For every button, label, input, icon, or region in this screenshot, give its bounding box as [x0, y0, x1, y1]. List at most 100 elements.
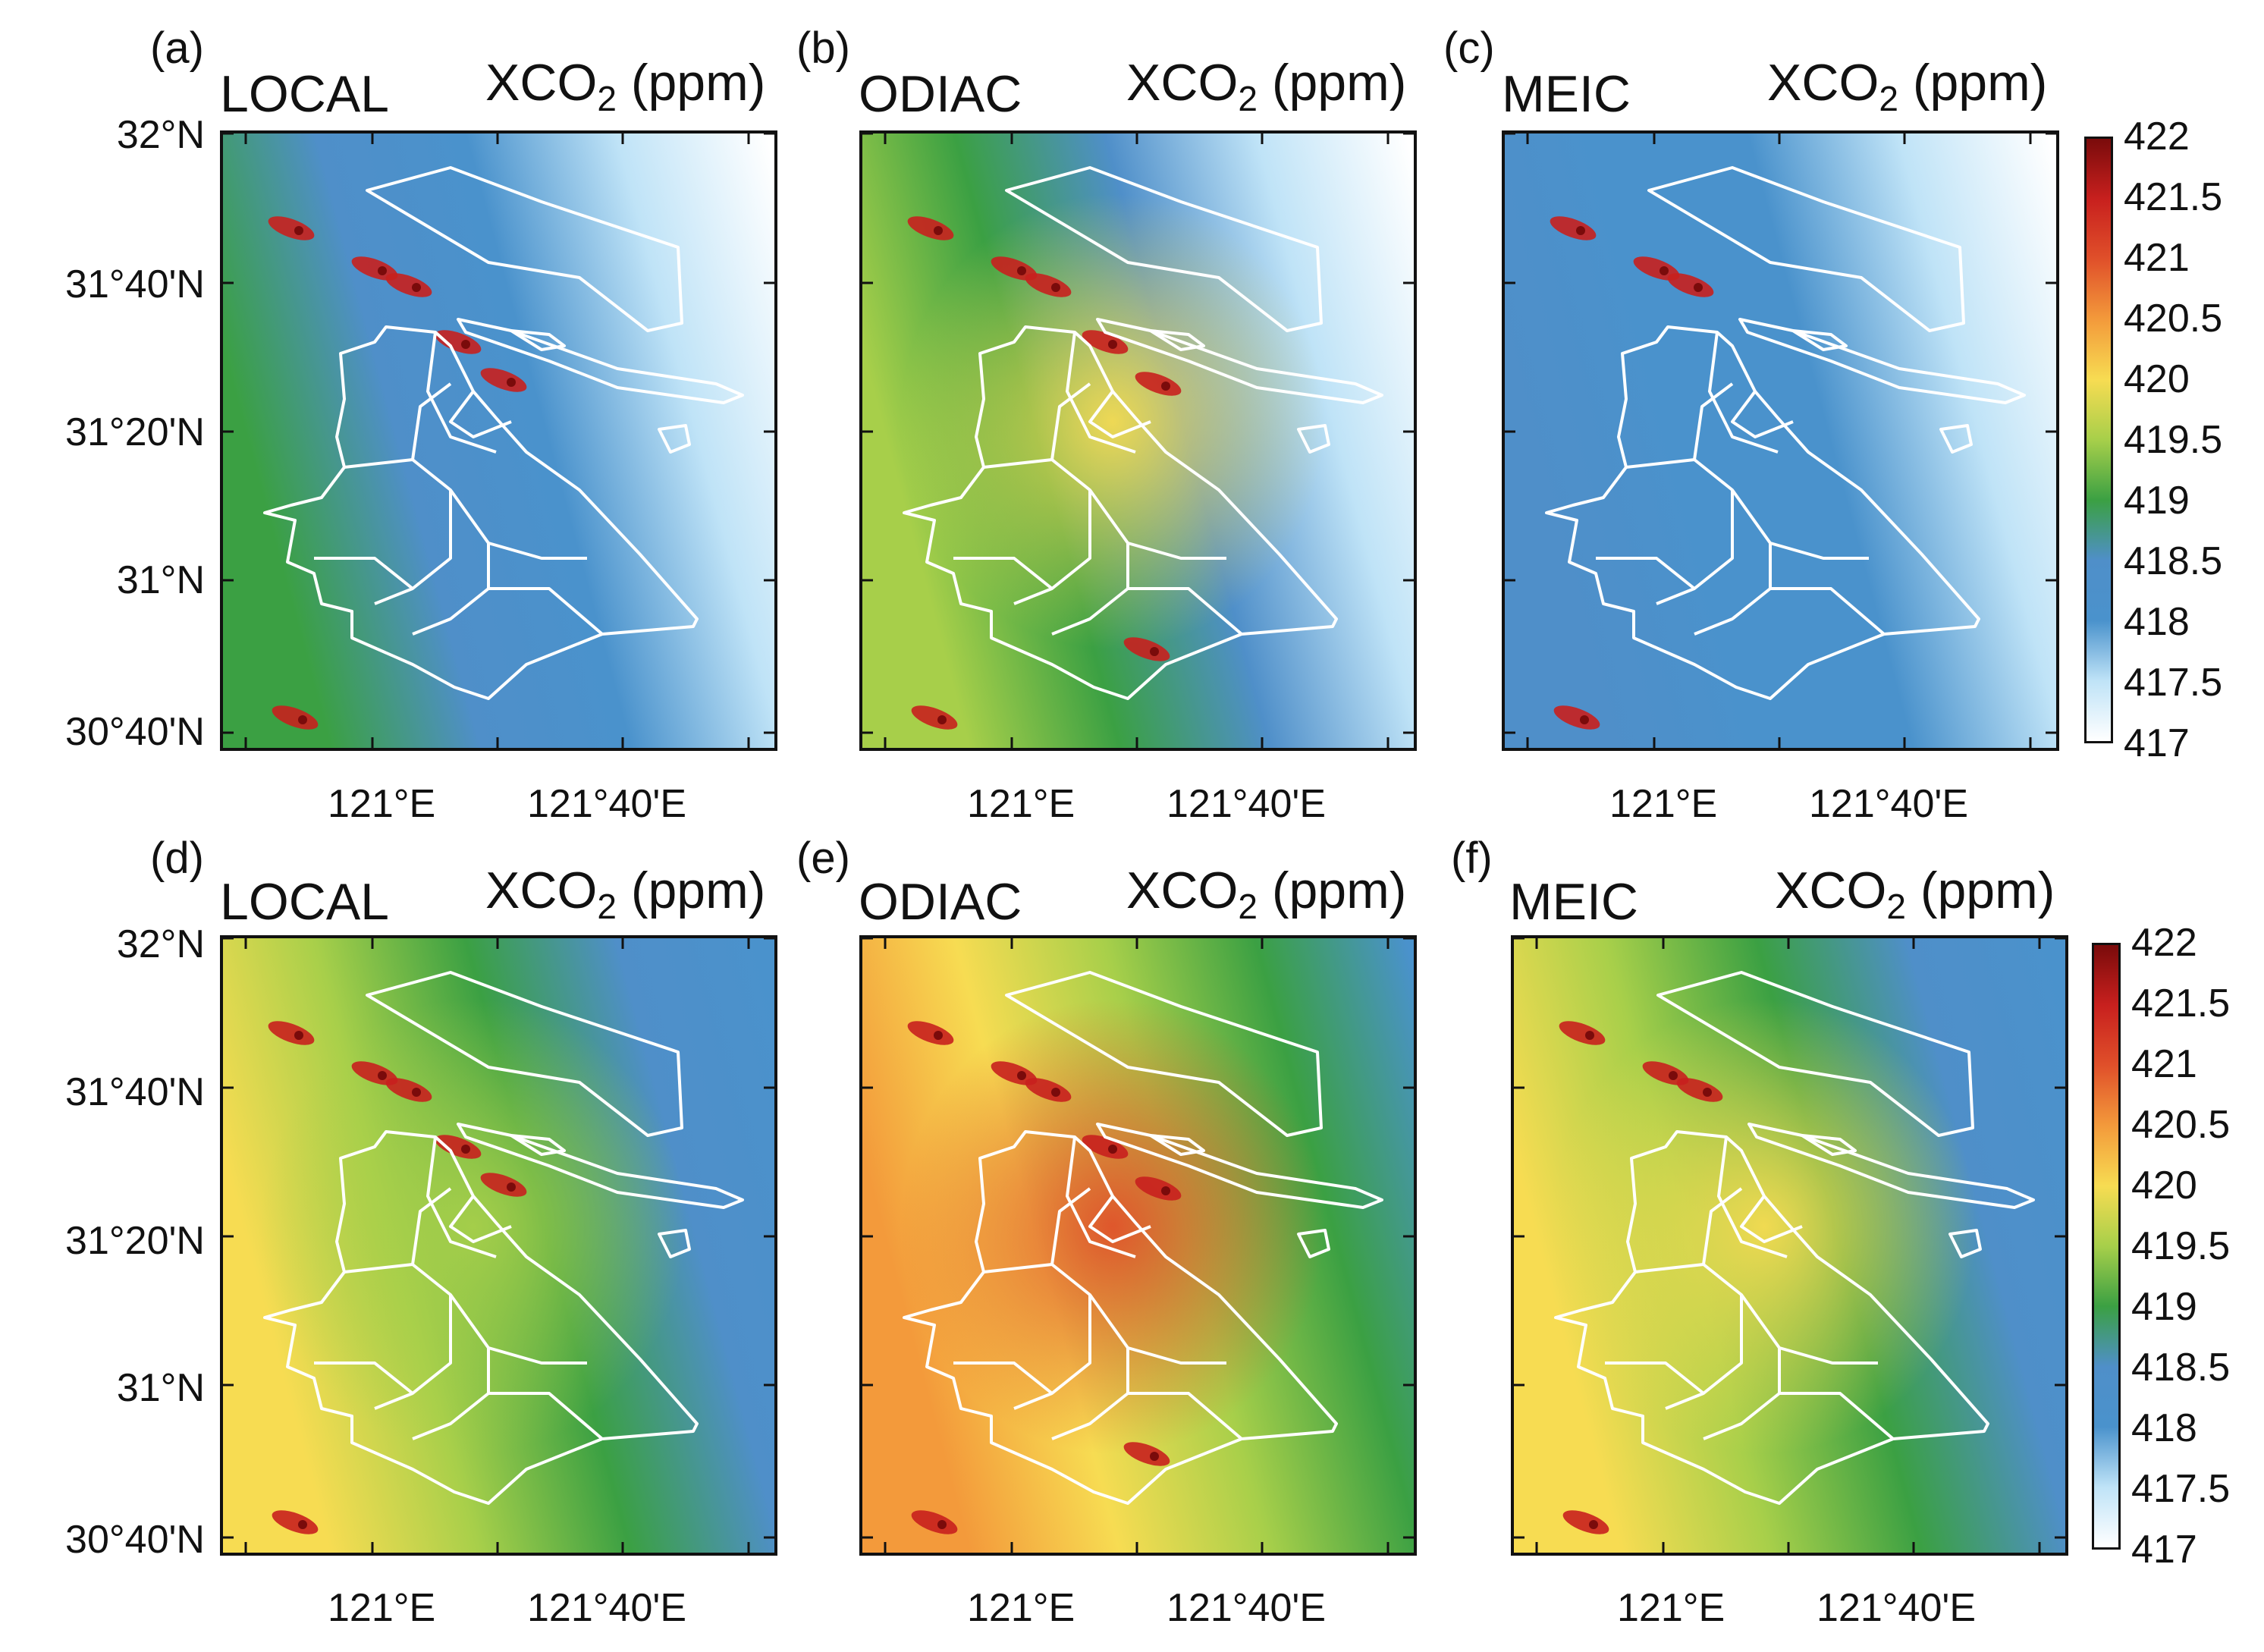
lon-label: 121°E	[1609, 782, 1718, 826]
emission-hotspot	[268, 216, 315, 240]
colorbar-tick-label: 419.5	[2131, 1224, 2231, 1268]
emission-hotspot-core	[1051, 283, 1060, 292]
emission-hotspot-core	[1017, 266, 1026, 275]
admin-boundary	[1050, 382, 1091, 460]
emission-hotspot-core	[507, 378, 516, 387]
admin-boundary	[983, 1263, 1226, 1365]
emission-hotspot	[907, 216, 954, 240]
emission-hotspot-core	[1669, 1071, 1678, 1080]
emission-hotspot	[1082, 1135, 1129, 1159]
panel-source: ODIAC	[859, 65, 1022, 123]
map-panel-f	[1511, 935, 2068, 1556]
admin-boundary	[658, 424, 691, 454]
xco2-field	[1505, 133, 2056, 748]
panel-source: ODIAC	[859, 873, 1022, 931]
emission-hotspot	[385, 273, 432, 297]
panel-label: (c)	[1443, 24, 1495, 73]
emission-hotspot	[272, 705, 319, 730]
lon-label: 121°E	[967, 1586, 1075, 1630]
emission-hotspot-core	[1161, 1186, 1170, 1195]
emission-hotspot	[351, 1061, 398, 1085]
variable-title: XCO2 (ppm)	[1767, 54, 2048, 118]
admin-boundary	[1088, 1195, 1151, 1243]
emission-hotspot-core	[1576, 226, 1585, 235]
admin-boundary	[411, 1187, 452, 1265]
variable-title: XCO2 (ppm)	[1126, 54, 1407, 118]
emission-hotspot-core	[1108, 340, 1117, 349]
admin-boundary	[1948, 1229, 1982, 1258]
lon-label: 121°40'E	[1809, 782, 1969, 826]
emission-hotspot-core	[378, 1071, 387, 1080]
admin-boundary	[1625, 458, 1869, 560]
admin-boundary	[1747, 1123, 2035, 1209]
admin-boundary	[411, 382, 452, 460]
emission-hotspot-core	[1150, 1452, 1159, 1461]
emission-hotspot	[991, 1061, 1038, 1085]
panel-label: (a)	[150, 24, 204, 73]
emission-hotspot-core	[412, 1088, 421, 1097]
urban-enhancement	[900, 999, 1325, 1454]
admin-boundary	[1939, 424, 1973, 454]
emission-hotspot-core	[1161, 382, 1170, 391]
map-canvas	[223, 938, 774, 1553]
admin-boundary	[1050, 1187, 1091, 1265]
emission-hotspot-core	[412, 283, 421, 292]
emission-hotspot-core	[1580, 715, 1589, 724]
colorbar-tick-label: 419	[2124, 479, 2190, 523]
colorbar-tick-label: 419	[2131, 1285, 2197, 1329]
admin-boundary	[1545, 325, 1980, 700]
emission-hotspot	[907, 1021, 954, 1045]
lon-label: 121°40'E	[1167, 1586, 1327, 1630]
admin-boundary	[1066, 1136, 1136, 1258]
admin-boundary	[1605, 1361, 1705, 1395]
admin-boundary	[903, 325, 1338, 700]
admin-boundary	[1693, 382, 1734, 460]
urban-enhancement	[261, 999, 686, 1454]
admin-boundary	[1708, 331, 1779, 454]
colorbar-tick-label: 417.5	[2124, 661, 2223, 705]
colorbar-tick-label: 422	[2131, 921, 2197, 965]
emission-hotspot	[1676, 1078, 1723, 1102]
emission-hotspot	[385, 1078, 432, 1102]
variable-title: XCO2 (ppm)	[485, 54, 766, 118]
admin-boundary	[412, 543, 490, 636]
admin-boundary	[1051, 543, 1129, 636]
admin-boundary	[449, 1195, 512, 1243]
emission-hotspot	[1559, 1021, 1606, 1045]
lon-label: 121°E	[967, 782, 1075, 826]
map-canvas	[862, 133, 1414, 748]
urban-enhancement	[1552, 999, 1977, 1454]
admin-boundary	[1088, 390, 1151, 438]
emission-hotspot	[1123, 1442, 1170, 1466]
admin-boundary	[1791, 329, 1848, 351]
admin-boundary	[1005, 166, 1323, 332]
map-panel-e	[859, 935, 1417, 1556]
panel-source: LOCAL	[220, 873, 389, 931]
admin-boundary	[314, 1361, 414, 1395]
admin-boundary	[1149, 1134, 1205, 1156]
lat-label: 31°N	[116, 558, 205, 602]
emission-hotspot-core	[937, 715, 947, 724]
admin-boundary	[1013, 1295, 1091, 1410]
admin-boundary	[1702, 1187, 1743, 1265]
lon-label: 121°E	[328, 1586, 436, 1630]
lat-label: 31°N	[116, 1366, 205, 1410]
colorbar-tick-label: 420	[2131, 1164, 2197, 1208]
lat-label: 32°N	[116, 113, 205, 157]
lat-label: 31°40'N	[65, 262, 205, 306]
emission-hotspot	[480, 368, 527, 392]
colorbar-tick-label: 418	[2124, 600, 2190, 644]
admin-boundary	[374, 490, 452, 605]
emission-hotspot	[435, 1135, 482, 1159]
map-panel-a	[220, 130, 777, 751]
admin-boundary	[1051, 1348, 1129, 1440]
colorbar-tick-label: 418	[2131, 1406, 2197, 1450]
colorbar-tick-label: 421.5	[2124, 175, 2223, 219]
map-canvas	[862, 938, 1414, 1553]
emission-hotspot	[268, 1021, 315, 1045]
lon-label: 121°E	[328, 782, 436, 826]
admin-boundary	[263, 1130, 699, 1505]
emission-hotspot-core	[294, 1031, 303, 1040]
lon-label: 121°40'E	[527, 1586, 687, 1630]
emission-hotspot	[1025, 273, 1072, 297]
